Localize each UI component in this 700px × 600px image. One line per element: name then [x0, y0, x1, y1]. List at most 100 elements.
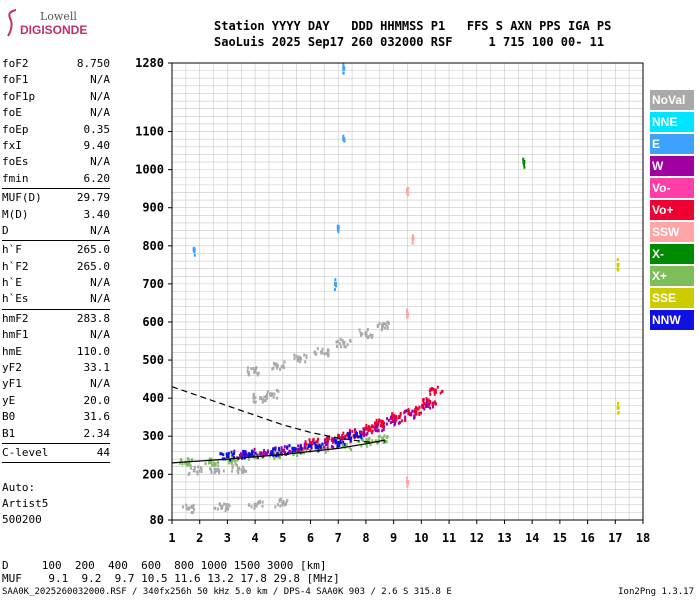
y-tick-label: 800 [142, 239, 164, 253]
echo-point [365, 437, 368, 441]
echo-point [187, 463, 190, 467]
param-label: fxI [2, 138, 22, 152]
echo-point [223, 502, 226, 506]
echo-point [354, 430, 357, 434]
echo-point [308, 438, 311, 442]
echo-point [276, 396, 279, 400]
y-tick-label: 200 [142, 467, 164, 481]
echo-point [204, 462, 207, 466]
param-label: h`F2 [2, 259, 29, 273]
echo-point [369, 427, 372, 431]
param-row: hmF2 283.8 [2, 311, 110, 327]
echo-point [180, 458, 183, 462]
echo-point [216, 460, 219, 464]
echo-point [273, 451, 276, 455]
echo-point [294, 449, 297, 453]
echo-point [338, 441, 341, 445]
echo-point [275, 454, 278, 458]
echo-point [236, 469, 239, 473]
echo-point [304, 360, 307, 364]
echo-point [371, 333, 374, 337]
echo-point [248, 452, 252, 457]
echo-point [325, 441, 328, 445]
echo-point [411, 409, 414, 413]
echo-point [425, 402, 428, 406]
echo-point [250, 505, 253, 509]
echo-point [374, 428, 377, 432]
echo-point [225, 503, 228, 507]
param-value: N/A [90, 73, 110, 87]
echo-point [303, 451, 306, 455]
echo-point [433, 390, 436, 394]
echo-point [342, 71, 345, 75]
echo-point [348, 446, 351, 450]
echo-point [617, 406, 620, 410]
param-label: yF2 [2, 361, 22, 375]
echo-point [207, 461, 210, 465]
echo-point [368, 437, 371, 441]
echo-point [185, 507, 188, 511]
echo-point [253, 447, 256, 451]
echo-point [433, 401, 436, 405]
echo-point [283, 445, 286, 449]
echo-point [386, 417, 389, 421]
echo-point [252, 450, 255, 454]
echo-point [360, 431, 363, 435]
param-row: B0 31.6 [2, 409, 110, 425]
scaled-parameters-panel: foF2 8.750 foF1 N/A foF1p N/A foE N/A foEp 0.35 fx… [2, 56, 110, 464]
echo-point [415, 406, 418, 410]
echo-point [390, 417, 393, 421]
echo-point [386, 422, 389, 426]
echo-point [378, 418, 381, 422]
x-tick-label: 1 [168, 531, 175, 545]
param-value: N/A [90, 155, 110, 169]
x-tick-label: 9 [390, 531, 397, 545]
echo-point [283, 360, 286, 364]
echo-point [334, 441, 337, 445]
echo-point [404, 418, 407, 422]
header-labels: Station YYYY DAY DDD HHMMSS P1 FFS S AXN… [214, 19, 612, 33]
echo-point [405, 310, 408, 314]
param-value: N/A [90, 328, 110, 342]
echo-point [264, 399, 267, 403]
echo-point [257, 501, 260, 505]
param-label: M(D) [2, 207, 29, 221]
echo-point [428, 402, 431, 406]
echo-point [386, 325, 389, 329]
echo-point [385, 440, 388, 444]
x-tick-label: 16 [580, 531, 594, 545]
param-row: B1 2.34 [2, 426, 110, 442]
echo-point [431, 386, 434, 390]
echo-point [303, 442, 306, 446]
chart-marks [178, 63, 620, 515]
echo-point [185, 503, 188, 507]
legend-item: NNW [650, 310, 694, 330]
echo-point [330, 444, 333, 448]
echo-point [187, 507, 190, 511]
echo-point [216, 507, 219, 511]
y-tick-label: 300 [142, 429, 164, 443]
echo-point [386, 435, 389, 439]
echo-point [363, 434, 366, 438]
y-tick-label: 900 [142, 201, 164, 215]
echo-point [251, 452, 254, 456]
echo-point [398, 415, 401, 419]
station-header: Station YYYY DAY DDD HHMMSS P1 FFS S AXN… [214, 18, 611, 50]
echo-point [433, 388, 437, 393]
echo-point [306, 446, 309, 450]
echo-point [264, 395, 267, 399]
echo-point [292, 448, 295, 452]
echo-point [231, 469, 234, 473]
echo-point [276, 503, 279, 507]
echo-point [251, 449, 254, 453]
param-value: 2.34 [83, 426, 111, 440]
echo-point [279, 504, 282, 508]
echo-point [417, 407, 420, 411]
param-value: N/A [90, 292, 110, 306]
echo-point [313, 441, 316, 445]
echo-point [394, 419, 397, 423]
echo-point [305, 354, 308, 358]
param-label: foEp [2, 122, 29, 136]
echo-point [342, 63, 345, 67]
echo-point [275, 363, 278, 367]
